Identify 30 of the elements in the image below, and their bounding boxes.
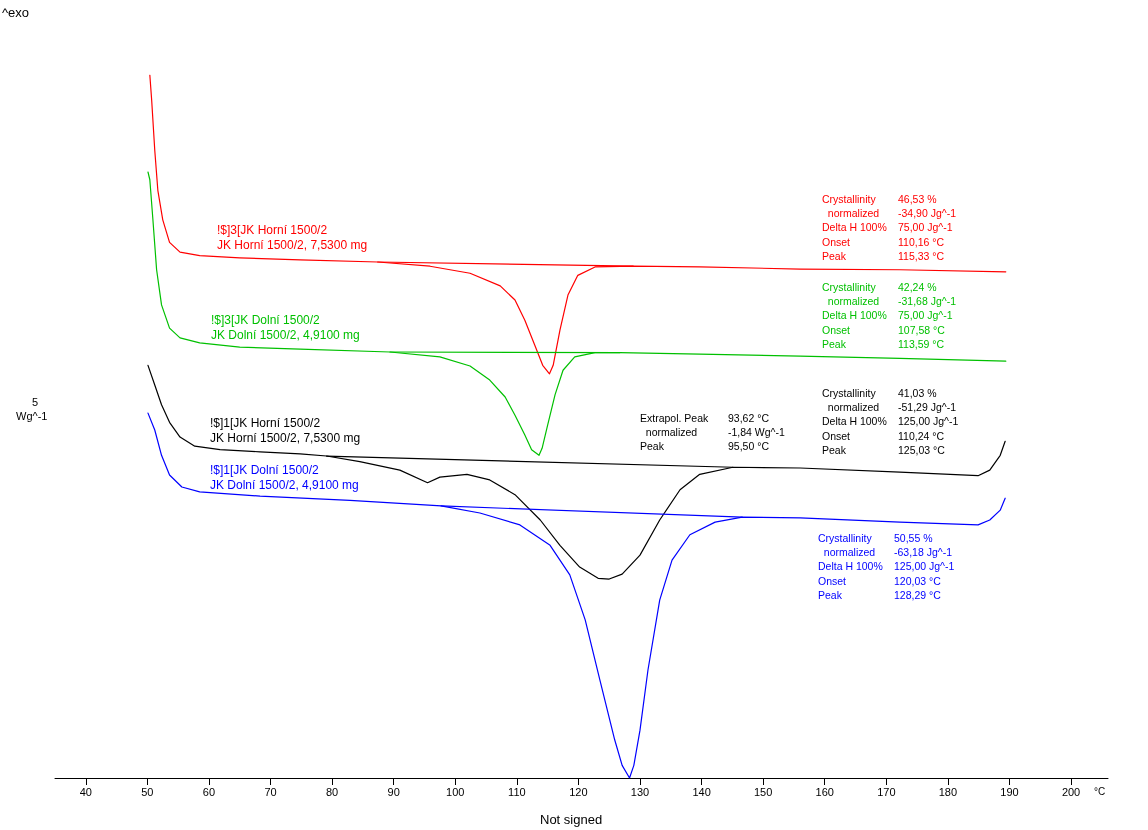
series-label: !$]3[JK Dolní 1500/2 JK Dolní 1500/2, 4,9100 mg xyxy=(211,312,360,342)
x-tick-label: 140 xyxy=(692,785,711,798)
x-axis-title: °C xyxy=(1094,785,1106,797)
text: Crystallinity 41,03 % normalized -51,29 Jg^-1 Delta H 100% 125,00 Jg^-1 Onset 110,24 °C Peak 125,03 °C xyxy=(822,386,959,457)
y-axis-title: 5 Wg^-1 xyxy=(16,395,48,422)
text: ^exo xyxy=(2,5,30,20)
text: Crystallinity 46,53 % normalized -34,90 Jg^-1 Delta H 100% 75,00 Jg^-1 Onset 110,16 °C Peak 115,33 °C xyxy=(822,192,957,263)
x-tick-label: 80 xyxy=(325,785,339,798)
text: Not signed xyxy=(540,812,603,827)
x-tick-label: 130 xyxy=(630,785,650,798)
x-tick-label: 40 xyxy=(79,785,92,798)
x-tick-label: 100 xyxy=(446,785,465,798)
x-tick-label: 170 xyxy=(877,785,896,798)
x-tick-label: 120 xyxy=(569,785,588,798)
text: Extrapol. Peak 93,62 °C normalized -1,84 Wg^-1 Peak 95,50 °C xyxy=(640,411,785,453)
x-tick-label: 150 xyxy=(753,785,773,798)
x-tick-label: 180 xyxy=(938,785,958,798)
text: Crystallinity 42,24 % normalized -31,68 Jg^-1 Delta H 100% 75,00 Jg^-1 Onset 107,58 °C Peak 113,59 °C xyxy=(822,280,957,351)
series-label: !$]1[JK Dolní 1500/2 JK Dolní 1500/2, 4,9100 mg xyxy=(210,462,359,492)
series-label: !$]1[JK Horní 1500/2 JK Horní 1500/2, 7,5300 mg xyxy=(210,415,361,445)
x-tick-label: 90 xyxy=(387,785,400,798)
series-label: !$]3[JK Horní 1500/2 JK Horní 1500/2, 7,5300 mg xyxy=(217,222,368,252)
x-tick-label: 160 xyxy=(815,785,834,798)
x-tick-label: 50 xyxy=(141,785,154,798)
text: Crystallinity 50,55 % normalized -63,18 Jg^-1 Delta H 100% 125,00 Jg^-1 Onset 120,03 °C Peak 128,29 °C xyxy=(818,531,955,602)
x-tick-label: 70 xyxy=(264,785,277,798)
x-tick-label: 200 xyxy=(1061,785,1081,798)
x-tick-label: 60 xyxy=(202,785,216,798)
x-tick-label: 190 xyxy=(1000,785,1019,798)
x-tick-label: 110 xyxy=(508,785,526,798)
